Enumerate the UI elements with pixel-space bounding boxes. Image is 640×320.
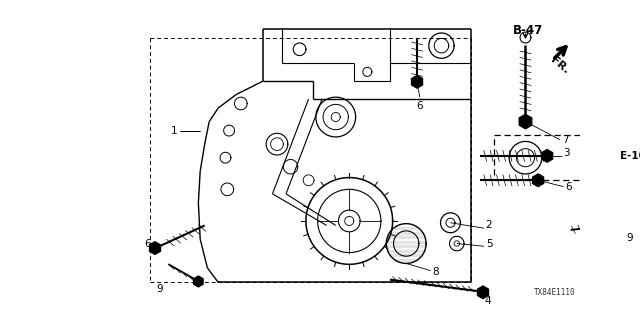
Text: 7: 7 <box>562 135 568 145</box>
Text: 5: 5 <box>486 239 492 249</box>
Text: 1: 1 <box>171 125 177 136</box>
Polygon shape <box>519 114 532 129</box>
Text: 4: 4 <box>485 296 492 306</box>
Polygon shape <box>541 149 552 162</box>
Polygon shape <box>605 220 614 231</box>
Text: 2: 2 <box>486 220 492 230</box>
Text: 8: 8 <box>433 267 439 276</box>
Text: 3: 3 <box>563 148 570 158</box>
Text: TX84E1110: TX84E1110 <box>534 288 575 297</box>
Text: 9: 9 <box>156 284 163 294</box>
Text: 9: 9 <box>627 233 634 243</box>
Polygon shape <box>150 242 161 254</box>
Text: E-10: E-10 <box>620 151 640 161</box>
Text: FR.: FR. <box>549 55 571 76</box>
Polygon shape <box>532 174 543 187</box>
Polygon shape <box>194 276 203 287</box>
Text: 6: 6 <box>144 238 150 249</box>
Polygon shape <box>412 76 422 88</box>
Polygon shape <box>477 286 488 299</box>
Text: 6: 6 <box>417 101 423 111</box>
Text: B-47: B-47 <box>513 24 543 37</box>
Text: 6: 6 <box>565 182 572 192</box>
